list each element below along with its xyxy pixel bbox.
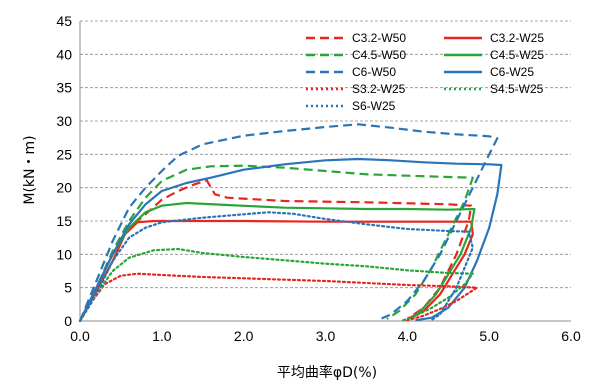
x-tick-label: 3.0 — [316, 328, 336, 344]
series-line-c4-5-w50 — [79, 164, 474, 322]
legend-entry: C3.2-W25 — [444, 31, 544, 45]
series-line-s6-w25 — [78, 211, 474, 323]
legend-label: S6-W25 — [352, 99, 396, 113]
legend-label: C6-W50 — [352, 65, 396, 79]
series-line-s3-2-w25 — [78, 272, 478, 323]
legend-label: C6-W25 — [490, 65, 534, 79]
y-tick-label: 40 — [56, 46, 72, 62]
series-line-c6-w25 — [79, 157, 503, 322]
x-tick-label: 0.0 — [70, 328, 90, 344]
tick-labels: 0 5 10 15 20 25 30 35 40 45 0.0 1.0 2.0 3.0 4.0 5.0 6.0 — [56, 13, 581, 344]
legend-label: S4.5-W25 — [490, 82, 544, 96]
y-tick-label: 15 — [56, 213, 72, 229]
plot-area — [78, 123, 503, 323]
legend-entry: C4.5-W25 — [444, 48, 544, 62]
y-tick-label: 0 — [64, 313, 72, 329]
x-tick-label: 5.0 — [479, 328, 499, 344]
series-line-c6-w50 — [78, 123, 499, 322]
x-tick-label: 4.0 — [398, 328, 418, 344]
x-axis-label: 平均曲率φD(%) — [277, 364, 377, 381]
legend-label: C4.5-W50 — [352, 48, 406, 62]
y-tick-label: 5 — [64, 280, 72, 296]
x-tick-label: 6.0 — [561, 328, 581, 344]
y-tick-label: 20 — [56, 180, 72, 196]
y-tick-label: 35 — [56, 80, 72, 96]
legend-entry: S4.5-W25 — [444, 82, 544, 96]
legend-label: C3.2-W25 — [490, 31, 544, 45]
x-tick-label: 2.0 — [234, 328, 254, 344]
legend-label: S3.2-W25 — [352, 82, 406, 96]
legend-entry: C6-W25 — [444, 65, 534, 79]
x-tick-label: 1.0 — [152, 328, 172, 344]
legend-entry: S6-W25 — [306, 99, 396, 113]
y-axis-label: M(kN・m) — [22, 135, 38, 204]
series-line-c3-2-w50 — [79, 179, 473, 322]
y-tick-label: 25 — [56, 146, 72, 162]
axes — [79, 21, 571, 322]
legend-entry: C4.5-W50 — [306, 48, 406, 62]
series-line-s4-5-w25 — [78, 247, 474, 323]
legend-entry: S3.2-W25 — [306, 82, 406, 96]
legend-label: C4.5-W25 — [490, 48, 544, 62]
y-tick-label: 10 — [56, 246, 72, 262]
legend-label: C3.2-W50 — [352, 31, 406, 45]
legend-entry: C6-W50 — [306, 65, 396, 79]
legend-entry: C3.2-W50 — [306, 31, 406, 45]
y-tick-label: 30 — [56, 113, 72, 129]
y-tick-label: 45 — [56, 13, 72, 29]
series-line-c3-2-w25 — [79, 219, 474, 322]
series-line-c4-5-w25 — [79, 201, 476, 322]
legend: C3.2-W50 C3.2-W25 C4.5-W50 C4.5-W25 C6-W50 C6… — [306, 31, 544, 113]
